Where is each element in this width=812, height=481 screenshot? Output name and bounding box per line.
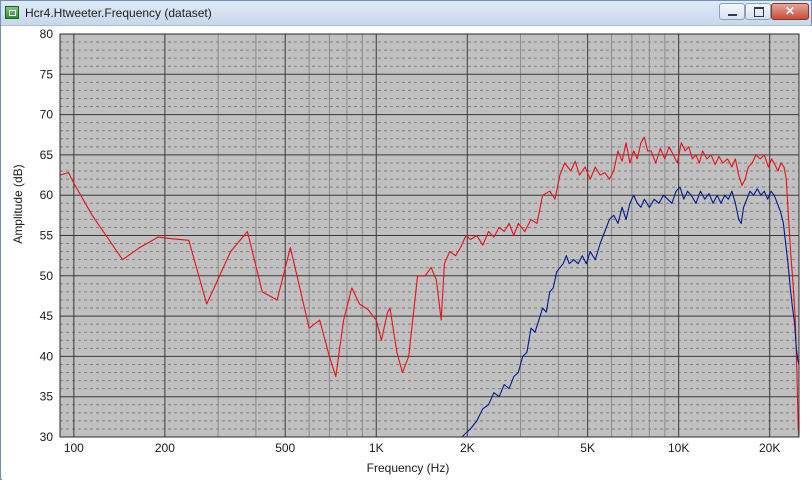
y-tick-label: 45 xyxy=(40,309,54,323)
y-tick-label: 65 xyxy=(40,148,54,162)
window-title: Hcr4.Htweeter.Frequency (dataset) xyxy=(25,6,212,20)
y-tick-label: 75 xyxy=(40,67,54,81)
y-tick-label: 80 xyxy=(40,27,54,41)
y-tick-label: 70 xyxy=(40,108,54,122)
minimize-button[interactable] xyxy=(719,3,745,20)
close-button[interactable]: ✕ xyxy=(771,3,809,20)
x-tick-label: 5K xyxy=(580,441,595,455)
y-tick-label: 30 xyxy=(40,430,54,444)
window-titlebar[interactable]: Hcr4.Htweeter.Frequency (dataset) ✕ xyxy=(1,1,811,26)
x-tick-label: 200 xyxy=(155,441,175,455)
x-tick-label: 500 xyxy=(275,441,295,455)
plot-border xyxy=(59,33,800,438)
maximize-button[interactable] xyxy=(745,3,771,20)
x-tick-label: 1K xyxy=(369,441,384,455)
y-axis-label: Amplitude (dB) xyxy=(11,164,25,243)
y-tick-label: 60 xyxy=(40,188,54,202)
series-line-2 xyxy=(461,186,800,438)
x-tick-label: 100 xyxy=(64,441,84,455)
close-icon: ✕ xyxy=(784,4,796,18)
x-tick-label: 20K xyxy=(759,441,780,455)
dataset-window-icon[interactable] xyxy=(5,6,19,19)
y-tick-label: 55 xyxy=(40,229,54,243)
x-tick-label: 2K xyxy=(460,441,475,455)
x-tick-label: 10K xyxy=(668,441,689,455)
y-tick-label: 35 xyxy=(40,390,54,404)
x-axis-label: Frequency (Hz) xyxy=(367,461,450,475)
y-tick-label: 40 xyxy=(40,349,54,363)
series-line-1 xyxy=(59,136,800,438)
y-tick-label: 50 xyxy=(40,269,54,283)
